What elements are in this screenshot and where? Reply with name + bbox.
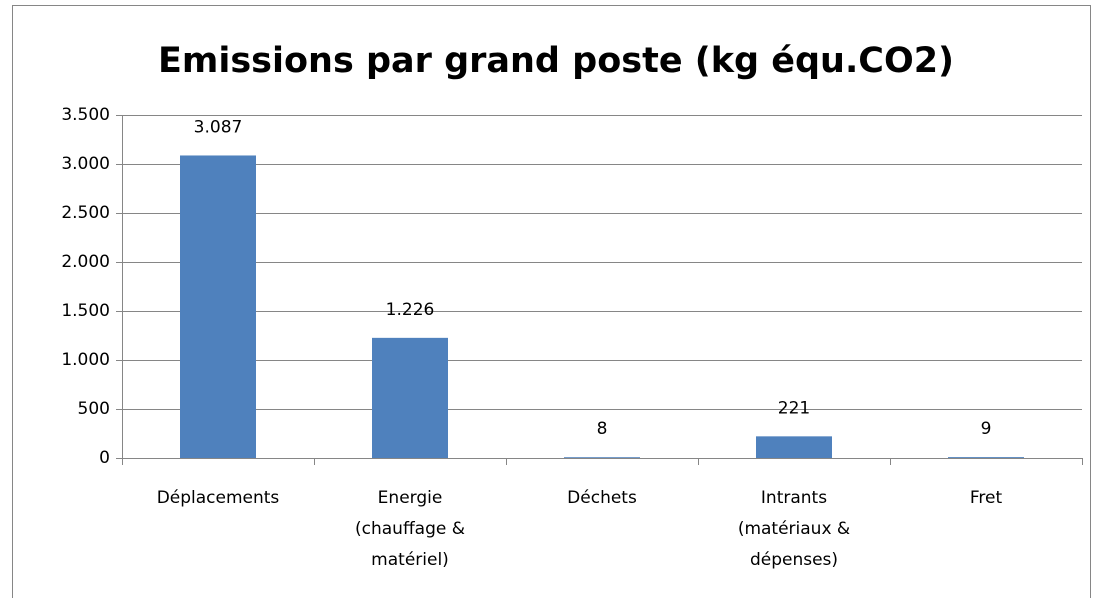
bar (372, 337, 448, 458)
y-tick-label: 0 (99, 448, 110, 468)
x-tick-label: Energie (chauffage & matériel) (355, 488, 465, 570)
data-label: 221 (778, 398, 810, 418)
y-tick-label: 500 (78, 399, 110, 419)
x-tick-label: Déchets (567, 488, 637, 508)
y-tick-label: 1.500 (61, 301, 110, 321)
chart-frame (12, 5, 1091, 598)
y-tick-label: 1.000 (61, 350, 110, 370)
y-tick-label: 3.000 (61, 154, 110, 174)
x-tick-label: Intrants (matériaux & dépenses) (738, 488, 850, 570)
y-tick-label: 2.500 (61, 203, 110, 223)
data-label: 8 (597, 419, 608, 439)
data-label: 1.226 (386, 300, 435, 320)
data-label: 3.087 (194, 117, 243, 137)
bar (564, 457, 640, 458)
bar (180, 155, 256, 458)
chart-title: Emissions par grand poste (kg équ.CO2) (158, 41, 954, 81)
data-label: 9 (981, 419, 992, 439)
y-tick-label: 2.000 (61, 252, 110, 272)
x-tick-label: Fret (970, 488, 1003, 508)
bar (756, 436, 832, 458)
bar (948, 457, 1024, 458)
y-tick-label: 3.500 (61, 105, 110, 125)
x-tick-label: Déplacements (157, 488, 280, 508)
